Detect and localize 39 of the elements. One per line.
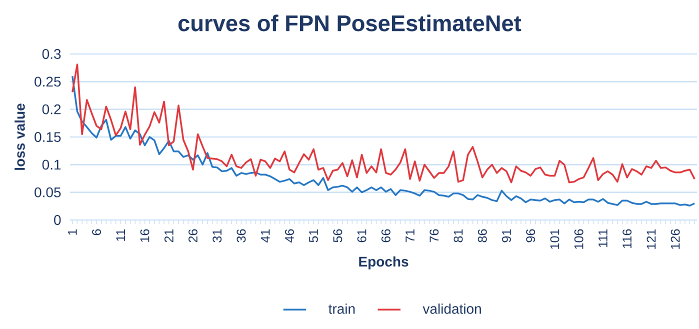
y-tick-label: 0 <box>54 215 61 225</box>
y-tick-label: 0.15 <box>34 132 61 142</box>
x-tick-label: 36 <box>236 229 246 242</box>
x-axis-title: Epochs <box>359 256 408 270</box>
x-tick-label: 21 <box>164 229 174 242</box>
x-tick-label: 81 <box>454 229 463 242</box>
line-series <box>72 64 696 184</box>
x-tick-label: 1 <box>68 229 77 235</box>
x-tick-label: 86 <box>478 229 487 242</box>
x-tick-label: 51 <box>309 229 318 242</box>
x-tick-label: 76 <box>430 229 439 242</box>
x-tick-label: 91 <box>502 229 511 242</box>
x-tick-label: 16 <box>140 229 150 242</box>
x-tick-label: 11 <box>116 229 126 241</box>
x-tick-label: 106 <box>574 229 584 249</box>
y-tick-label: 0.3 <box>42 49 61 59</box>
x-tick-label: 56 <box>333 229 342 242</box>
y-axis-title: loss value <box>14 104 25 170</box>
legend-label: validation <box>422 304 481 314</box>
x-tick-label: 61 <box>357 229 366 242</box>
legend-label: train <box>328 304 355 314</box>
y-tick-label: 0.1 <box>42 160 61 170</box>
x-tick-label: 6 <box>92 229 102 236</box>
x-tick-label: 101 <box>550 229 560 249</box>
x-tick-label: 26 <box>188 229 198 242</box>
x-tick-label: 96 <box>526 229 536 242</box>
x-tick-label: 116 <box>622 229 632 248</box>
y-tick-label: 0.05 <box>34 187 61 198</box>
x-tick-label: 41 <box>260 229 270 243</box>
y-tick-label: 0.2 <box>42 104 61 114</box>
y-tick-label: 0.25 <box>34 76 61 87</box>
x-tick-label: 46 <box>284 229 294 243</box>
chart-title: curves of FPN PoseEstimateNet <box>178 14 522 32</box>
x-tick-label: 126 <box>670 229 680 249</box>
x-tick-label: 66 <box>381 229 390 242</box>
x-tick-label: 121 <box>646 229 656 249</box>
x-tick-label: 31 <box>212 229 222 242</box>
x-tick-label: 111 <box>598 229 608 248</box>
x-tick-label: 71 <box>406 229 414 242</box>
